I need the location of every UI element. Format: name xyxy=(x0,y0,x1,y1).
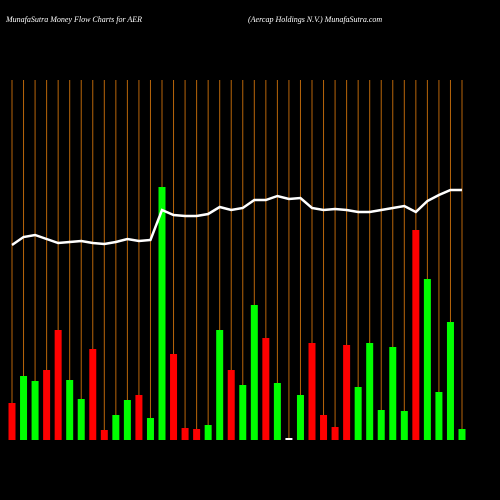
bar xyxy=(285,438,293,440)
bar xyxy=(146,418,154,440)
bar xyxy=(308,343,316,440)
bar xyxy=(8,403,16,440)
bar xyxy=(354,387,362,440)
bar xyxy=(100,430,108,440)
bar xyxy=(366,343,374,440)
bar xyxy=(389,347,397,440)
bar xyxy=(89,349,97,440)
bar xyxy=(250,305,258,440)
bar xyxy=(458,429,466,440)
bar xyxy=(446,322,454,440)
bar xyxy=(112,415,120,440)
bar xyxy=(273,383,281,440)
bar xyxy=(262,338,270,440)
bar xyxy=(296,395,304,440)
chart-subtitle: (Aercap Holdings N.V.) MunafaSutra.com xyxy=(248,15,382,24)
bar xyxy=(43,370,51,440)
bar xyxy=(181,428,189,440)
bar xyxy=(239,385,247,440)
bar xyxy=(343,345,351,440)
bar xyxy=(135,395,143,440)
bar xyxy=(377,410,385,440)
bar xyxy=(320,415,328,440)
bar xyxy=(123,400,131,440)
bar xyxy=(54,330,62,440)
bar xyxy=(170,354,178,440)
bar xyxy=(193,429,201,440)
bar xyxy=(216,330,224,440)
bar xyxy=(31,381,39,440)
bar xyxy=(204,425,212,440)
bar xyxy=(20,376,28,440)
bar xyxy=(412,230,420,440)
line xyxy=(11,188,462,247)
chart-title: MunafaSutra Money Flow Charts for AER xyxy=(5,15,142,24)
bar xyxy=(77,399,85,440)
bar xyxy=(435,392,443,440)
bar xyxy=(158,187,166,440)
bar xyxy=(400,411,408,440)
bar xyxy=(66,380,74,440)
bar xyxy=(331,427,339,440)
bar xyxy=(423,279,431,440)
bar xyxy=(227,370,235,440)
